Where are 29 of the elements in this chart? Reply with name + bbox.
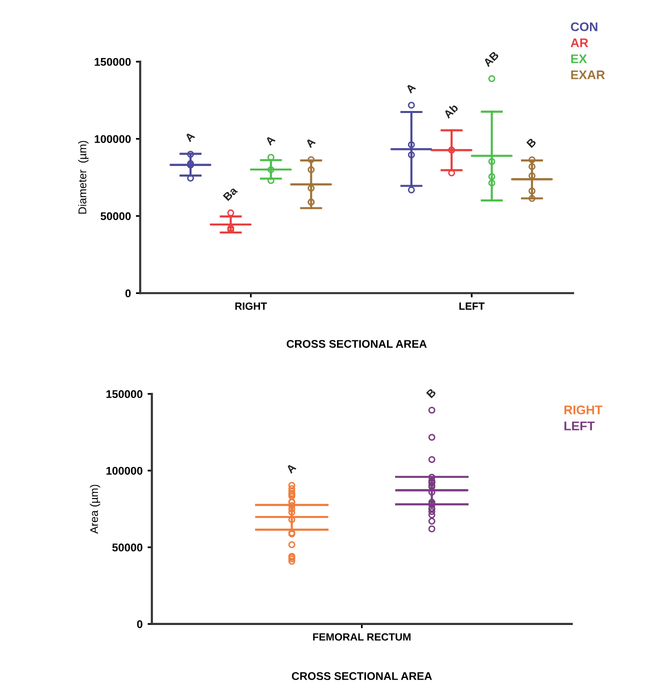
text: RIGHT [564, 405, 602, 414]
y-tick-label: 50000 [112, 544, 142, 552]
y-tick-label: 100000 [94, 135, 131, 143]
annotation: A [305, 137, 316, 148]
annotation: Ba [222, 186, 238, 202]
x-tick-label: FEMORAL RECTUM [313, 633, 411, 641]
x-axis-title: CROSS SECTIONAL AREA [286, 340, 427, 348]
y-tick-label: 150000 [106, 390, 142, 398]
y-axis-title: Diameter (µm) [78, 140, 89, 214]
annotation: A [264, 135, 276, 146]
annotation: B [526, 138, 536, 148]
text: EXAR [571, 70, 605, 80]
y-tick-label: 0 [137, 620, 142, 628]
annotation: A [184, 132, 196, 142]
text: EX [571, 54, 587, 64]
annotation: B [426, 388, 436, 398]
annotation: Ab [442, 103, 459, 119]
annotation: A [286, 463, 296, 474]
annotation: A [405, 82, 416, 94]
y-tick-label: 0 [125, 289, 131, 298]
text: AR [570, 38, 588, 48]
y-tick-label: 150000 [94, 58, 131, 66]
y-axis-title: Area (µm) [90, 484, 100, 534]
text: CON [570, 22, 598, 32]
annotation: AB [482, 50, 500, 68]
y-tick-label: 50000 [100, 212, 131, 220]
x-axis-title: CROSS SECTIONAL AREA [292, 672, 432, 680]
y-tick-label: 100000 [106, 466, 142, 475]
text: LEFT [564, 422, 595, 430]
